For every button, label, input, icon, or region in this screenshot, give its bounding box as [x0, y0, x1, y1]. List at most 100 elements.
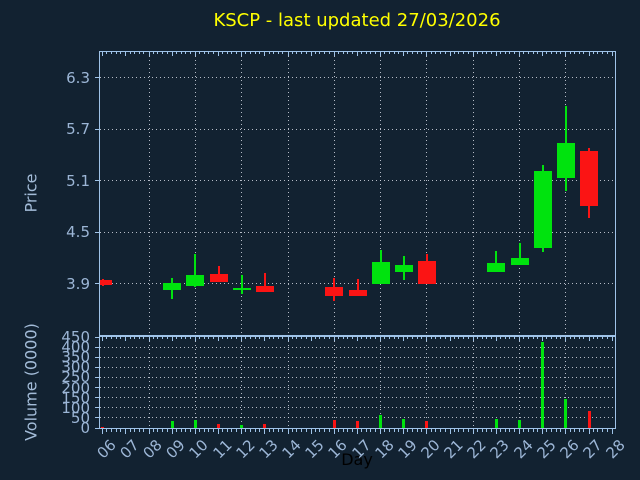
- day-minor-tick-mid: [490, 336, 492, 339]
- day-minor-tick-mid: [430, 336, 432, 339]
- day-minor-tick-top: [601, 52, 603, 54]
- day-minor-tick-mid: [361, 336, 363, 339]
- day-minor-tick-top: [199, 52, 201, 54]
- day-minor-tick-bottom: [375, 429, 377, 432]
- candle-body: [163, 282, 182, 290]
- candle-body: [394, 264, 413, 272]
- day-minor-tick-top: [569, 52, 571, 54]
- day-minor-tick-bottom: [551, 429, 553, 432]
- volume-tick-label: 150: [61, 388, 90, 407]
- day-tick-mark-bottom: [472, 429, 474, 434]
- day-tick-mark-bottom: [357, 429, 358, 434]
- volume-tick-mark: [95, 376, 100, 378]
- day-minor-tick-top: [143, 52, 145, 54]
- day-minor-tick-top: [250, 52, 252, 54]
- day-minor-tick-top: [560, 52, 562, 54]
- price-gridline: [100, 77, 615, 79]
- day-minor-tick-bottom: [115, 429, 117, 432]
- day-gridline: [148, 337, 150, 428]
- day-minor-tick-top: [254, 52, 256, 54]
- day-tick-mark-mid: [426, 336, 428, 341]
- day-minor-tick-mid: [157, 336, 159, 339]
- day-minor-tick-bottom: [601, 429, 603, 432]
- day-minor-tick-bottom: [162, 429, 164, 432]
- day-gridline: [380, 52, 382, 335]
- day-minor-tick-mid: [259, 336, 261, 339]
- day-minor-tick-mid: [189, 336, 191, 339]
- day-tick-mark-bottom: [148, 429, 150, 434]
- day-minor-tick-bottom: [444, 429, 446, 432]
- volume-bar: [193, 419, 197, 428]
- volume-tick-mark: [95, 417, 100, 419]
- day-tick-mark-mid: [588, 336, 590, 341]
- day-minor-tick-top: [453, 52, 455, 54]
- day-gridline: [287, 337, 289, 428]
- day-tick-mark-bottom: [171, 429, 173, 434]
- day-minor-tick-top: [268, 52, 270, 54]
- price-plot-area: [99, 51, 616, 336]
- price-tick-mark: [95, 231, 100, 233]
- day-minor-tick-top: [537, 52, 539, 54]
- day-minor-tick-top: [527, 52, 529, 54]
- day-minor-tick-bottom: [574, 429, 576, 432]
- day-minor-tick-top: [305, 52, 307, 54]
- day-minor-tick-top: [375, 52, 377, 54]
- day-minor-tick-mid: [277, 336, 279, 339]
- price-gridline: [100, 128, 615, 130]
- day-minor-tick-mid: [245, 336, 247, 339]
- day-minor-tick-bottom: [129, 429, 131, 432]
- day-minor-tick-mid: [138, 336, 140, 339]
- day-minor-tick-mid: [143, 336, 145, 339]
- candle-body: [348, 289, 367, 296]
- candle-body: [209, 274, 228, 282]
- day-tick-mark-bottom: [449, 429, 451, 434]
- day-minor-tick-top: [129, 52, 131, 54]
- day-minor-tick-bottom: [407, 429, 409, 432]
- day-minor-tick-mid: [199, 336, 201, 339]
- day-tick-mark-top: [380, 52, 382, 56]
- day-minor-tick-top: [226, 52, 228, 54]
- day-tick-mark-mid: [241, 336, 243, 341]
- candle-wick: [217, 266, 220, 282]
- day-tick-mark-bottom: [611, 429, 613, 434]
- day-minor-tick-bottom: [268, 429, 270, 432]
- day-tick-mark-top: [125, 52, 127, 56]
- day-minor-tick-bottom: [439, 429, 441, 432]
- day-minor-tick-top: [361, 52, 363, 54]
- volume-tick-label: 100: [61, 398, 90, 417]
- day-minor-tick-mid: [212, 336, 214, 339]
- day-tick-mark-bottom: [495, 429, 497, 434]
- day-minor-tick-bottom: [361, 429, 363, 432]
- day-minor-tick-top: [138, 52, 140, 54]
- day-minor-tick-bottom: [514, 429, 515, 432]
- day-minor-tick-mid: [342, 336, 344, 339]
- day-tick-mark-top: [611, 52, 613, 56]
- day-minor-tick-mid: [444, 336, 446, 339]
- day-minor-tick-bottom: [152, 429, 154, 432]
- day-minor-tick-top: [134, 52, 136, 54]
- chart-title: KSCP - last updated 27/03/2026: [213, 10, 501, 31]
- day-gridline: [148, 52, 150, 335]
- day-minor-tick-top: [393, 52, 395, 54]
- volume-bar: [494, 418, 498, 428]
- day-minor-tick-mid: [486, 336, 488, 339]
- day-minor-tick-bottom: [254, 429, 256, 432]
- day-minor-tick-top: [222, 52, 224, 54]
- volume-tick-label: 450: [61, 328, 90, 346]
- day-minor-tick-mid: [115, 336, 117, 339]
- day-tick-mark-mid: [148, 336, 150, 341]
- day-minor-tick-mid: [435, 336, 437, 339]
- candle-wick: [356, 279, 359, 297]
- day-minor-tick-bottom: [203, 429, 205, 432]
- day-minor-tick-mid: [236, 336, 238, 339]
- day-minor-tick-mid: [458, 336, 460, 339]
- day-minor-tick-bottom: [134, 429, 136, 432]
- day-minor-tick-bottom: [398, 429, 400, 432]
- volume-bar: [541, 342, 545, 428]
- day-gridline: [287, 52, 289, 335]
- day-tick-mark-mid: [102, 336, 104, 341]
- day-tick-mark-top: [102, 52, 104, 56]
- volume-tick-label: 400: [61, 338, 90, 357]
- day-tick-mark-bottom: [426, 429, 428, 434]
- day-minor-tick-bottom: [555, 429, 557, 432]
